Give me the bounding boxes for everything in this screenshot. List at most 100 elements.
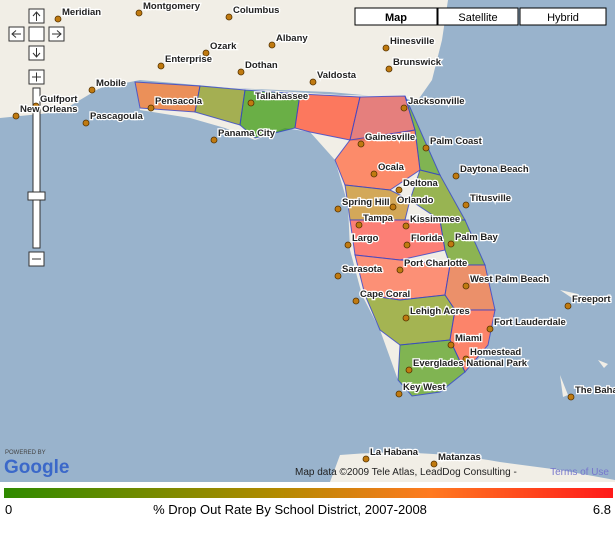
place-dot [225, 13, 233, 21]
place-label: Spring Hill [342, 197, 390, 208]
place-label: Miami [455, 333, 482, 344]
map-type-button[interactable]: Map [385, 12, 407, 24]
place-dot [202, 49, 210, 57]
place-label: Ocala [378, 162, 405, 173]
place-dot [422, 144, 430, 152]
pan-center[interactable] [28, 26, 45, 42]
place-dot [355, 221, 363, 229]
place-dot [447, 240, 455, 248]
place-label: Tampa [363, 213, 394, 224]
place-label: Valdosta [317, 70, 357, 81]
place-dot [382, 44, 390, 52]
control-icons [11, 11, 62, 260]
place-label: Palm Bay [455, 232, 498, 243]
place-label: La Habana [370, 447, 419, 458]
place-label: Cape Coral [360, 289, 410, 300]
place-label: Matanzas [438, 452, 481, 463]
place-dot [402, 222, 410, 230]
place-dot [462, 201, 470, 209]
place-dot [400, 104, 408, 112]
place-dot [370, 170, 378, 178]
place-labels: Montgomery Columbus Meridian Albany Ozark Hin… [12, 0, 615, 468]
place-label: Deltona [403, 178, 439, 189]
place-dot [210, 136, 218, 144]
place-label: Ozark [210, 41, 237, 52]
place-dot [82, 119, 90, 127]
place-label: West Palm Beach [470, 274, 549, 285]
place-dot [403, 241, 411, 249]
mainland [0, 0, 448, 118]
button-frame [354, 7, 438, 26]
place-dot [12, 112, 20, 120]
place-dot [395, 186, 403, 194]
place-dot [357, 140, 365, 148]
place-label: Lehigh Acres [410, 306, 470, 317]
place-label: The Bahamas [575, 385, 615, 396]
place-label: Sarasota [342, 264, 383, 275]
place-dot [430, 460, 438, 468]
place-dot [268, 41, 276, 49]
place-label: Albany [276, 33, 308, 44]
place-label: Kissimmee [410, 214, 460, 225]
place-label: Dothan [245, 60, 278, 71]
place-label: Brunswick [393, 57, 442, 68]
place-label: Everglades National Park [413, 358, 528, 369]
place-dot [462, 355, 470, 363]
place-label: Titusville [470, 193, 511, 204]
place-label: Palm Coast [430, 136, 483, 147]
place-dot [54, 15, 62, 23]
map-type-button[interactable]: Hybrid [547, 12, 579, 24]
place-label: Hinesville [390, 36, 434, 47]
zoom-slider[interactable] [32, 87, 41, 249]
button-frame [437, 7, 519, 26]
place-dot [334, 272, 342, 280]
place-dot [462, 282, 470, 290]
place-label: Freeport [572, 294, 611, 305]
legend-title: % Drop Out Rate By School District, 2007… [153, 502, 427, 517]
place-dot [402, 314, 410, 322]
place-dot [135, 9, 143, 17]
google-logo[interactable]: Google [4, 457, 69, 478]
place-dot [344, 241, 352, 249]
place-label: Tallahassee [255, 91, 308, 102]
place-label: Mobile [96, 78, 126, 89]
place-dot [385, 65, 393, 73]
place-dot [395, 390, 403, 398]
place-label: Panama City [218, 128, 276, 139]
zoom-controls [8, 8, 65, 267]
place-label: Gainesville [365, 132, 415, 143]
place-dot [452, 172, 460, 180]
powered-by: POWERED BY [5, 450, 46, 456]
place-dot [157, 62, 165, 70]
place-label: Florida [411, 233, 443, 244]
place-label: Gulfport [40, 94, 78, 105]
district-overlay [134, 81, 496, 397]
terms-link[interactable]: Terms of Use [550, 467, 609, 478]
place-dot [334, 205, 342, 213]
place-label: Fort Lauderdale [494, 317, 566, 328]
place-label: Meridian [62, 7, 101, 18]
place-dot [405, 366, 413, 374]
place-dot [309, 78, 317, 86]
place-dot [88, 86, 96, 94]
place-label: Daytona Beach [460, 164, 529, 175]
map-data: Map data ©2009 Tele Atlas, LeadDog Consu… [295, 467, 517, 478]
place-dot [147, 104, 155, 112]
legend-min: 0 [5, 502, 12, 517]
place-dot [352, 297, 360, 305]
place-dot [32, 102, 40, 110]
place-label: Orlando [397, 195, 434, 206]
place-dot [486, 325, 494, 333]
map-type-button[interactable]: Satellite [458, 12, 497, 24]
place-label: Montgomery [143, 1, 201, 12]
button-frame [519, 7, 607, 26]
zoom-handle[interactable] [27, 191, 46, 201]
place-dot [447, 341, 455, 349]
map[interactable] [0, 0, 615, 482]
place-label: Enterprise [165, 54, 212, 65]
place-label: Jacksonville [408, 96, 465, 107]
place-label: Pascagoula [90, 111, 144, 122]
place-dot [567, 393, 575, 401]
color-scale [4, 488, 613, 498]
